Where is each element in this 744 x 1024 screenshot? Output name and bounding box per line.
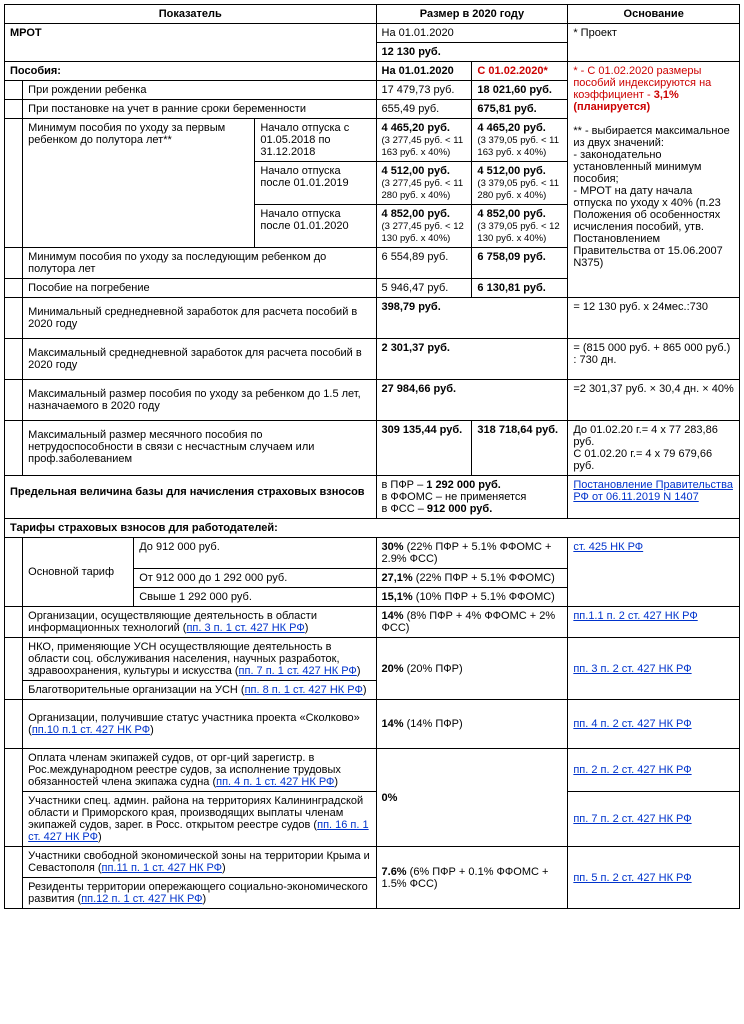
mrot-title: МРОТ <box>5 24 377 62</box>
nko-t1: НКО, применяющие УСН осуществляющие деят… <box>23 638 376 681</box>
std-r1-v: 30% (22% ПФР + 5.1% ФФОМС + 2.9% ФСС) <box>376 538 568 569</box>
sk-link: пп. 4 п. 2 ст. 427 НК РФ <box>568 700 740 749</box>
burial-t: Пособие на погребение <box>23 279 376 298</box>
minavg-b: = 12 130 руб. х 24мес.:730 <box>568 298 740 339</box>
res-t: Резиденты территории опережающего социал… <box>23 878 376 909</box>
min1b-v2: 4 512,00 руб.(3 379,05 руб. < 11 280 руб… <box>472 162 568 205</box>
it-link-a[interactable]: пп.1.1 п. 2 ст. 427 НК РФ <box>573 610 697 622</box>
header-basis: Основание <box>568 5 740 24</box>
crimea-link-a[interactable]: пп. 5 п. 2 ст. 427 НК РФ <box>573 872 691 884</box>
std-r2-p: От 912 000 до 1 292 000 руб. <box>134 569 376 588</box>
maxch-v: 27 984,66 руб. <box>376 380 568 421</box>
nko-t2: Благотворительные организации на УСН (пп… <box>23 681 376 700</box>
mrot-basis: * Проект <box>568 24 740 62</box>
nko-l2[interactable]: пп. 8 п. 1 ст. 427 НК РФ <box>245 684 363 696</box>
reg-v1: 655,49 руб. <box>376 100 472 119</box>
base-link-a[interactable]: Постановление Правительства РФ от 06.11.… <box>573 479 733 503</box>
min1-title: Минимум пособия по уходу за первым ребен… <box>23 119 255 248</box>
ship-t: Оплата членам экипажей судов, от орг-ций… <box>23 749 376 792</box>
std-t: Основной тариф <box>23 538 134 607</box>
maxavg-t: Максимальный среднедневной заработок для… <box>23 339 376 380</box>
min1b-p: Начало отпуска после 01.01.2019 <box>255 162 376 205</box>
maxavg-v: 2 301,37 руб. <box>376 339 568 380</box>
sk-inline-link[interactable]: пп.10 п.1 ст. 427 НК РФ <box>32 724 150 736</box>
pos-basis: * - С 01.02.2020 размеры пособий индекси… <box>568 62 740 298</box>
mrot-val: 12 130 руб. <box>376 43 568 62</box>
sk-t: Организации, получившие статус участника… <box>23 700 376 749</box>
burial-v1: 5 946,47 руб. <box>376 279 472 298</box>
min2-v1: 6 554,89 руб. <box>376 248 472 279</box>
crimea-inline-link[interactable]: пп.11 п. 1 ст. 427 НК РФ <box>102 862 223 874</box>
ship-link: пп. 2 п. 2 ст. 427 НК РФ <box>568 749 740 792</box>
nko-link-a[interactable]: пп. 3 п. 2 ст. 427 НК РФ <box>573 663 691 675</box>
p76-v: 7.6% (6% ПФР + 0.1% ФФОМС + 1.5% ФСС) <box>376 847 568 909</box>
base-link: Постановление Правительства РФ от 06.11.… <box>568 476 740 519</box>
maxch-b: =2 301,37 руб. × 30,4 дн. × 40% <box>568 380 740 421</box>
min1a-v2: 4 465,20 руб.(3 379,05 руб. < 11 163 руб… <box>472 119 568 162</box>
birth-t: При рождении ребенка <box>23 81 376 100</box>
min1b-v1: 4 512,00 руб.(3 277,45 руб. < 11 280 руб… <box>376 162 472 205</box>
header-indicator: Показатель <box>5 5 377 24</box>
it-link: пп.1.1 п. 2 ст. 427 НК РФ <box>568 607 740 638</box>
birth-v2: 18 021,60 руб. <box>472 81 568 100</box>
std-r3-p: Свыше 1 292 000 руб. <box>134 588 376 607</box>
it-v: 14% (8% ПФР + 4% ФФОМС + 2% ФСС) <box>376 607 568 638</box>
zero-v: 0% <box>376 749 568 847</box>
mrot-date: На 01.01.2020 <box>376 24 568 43</box>
min1c-p: Начало отпуска после 01.01.2020 <box>255 205 376 248</box>
min1a-v1: 4 465,20 руб.(3 277,45 руб. < 11 163 руб… <box>376 119 472 162</box>
sk-v: 14% (14% ПФР) <box>376 700 568 749</box>
std-link: ст. 425 НК РФ <box>568 538 740 607</box>
reg-t: При постановке на учет в ранние сроки бе… <box>23 100 376 119</box>
min2-t: Минимум пособия по уходу за последующим … <box>23 248 376 279</box>
std-r1-p: До 912 000 руб. <box>134 538 376 569</box>
kal-link: пп. 7 п. 2 ст. 427 НК РФ <box>568 792 740 847</box>
maxmon-v2: 318 718,64 руб. <box>472 421 568 476</box>
crimea-link: пп. 5 п. 2 ст. 427 НК РФ <box>568 847 740 909</box>
minavg-t: Минимальный среднедневной заработок для … <box>23 298 376 339</box>
std-r2-v: 27,1% (22% ПФР + 5.1% ФФОМС) <box>376 569 568 588</box>
maxmon-b: До 01.02.20 г.= 4 х 77 283,86 руб. С 01.… <box>568 421 740 476</box>
tar-title: Тарифы страховых взносов для работодател… <box>5 519 740 538</box>
it-t: Организации, осуществляющие деятельность… <box>23 607 376 638</box>
maxavg-b: = (815 000 руб. + 865 000 руб.) : 730 дн… <box>568 339 740 380</box>
pos-d2: С 01.02.2020* <box>472 62 568 81</box>
base-v: в ПФР – 1 292 000 руб.в ФФОМС – не приме… <box>376 476 568 519</box>
birth-v1: 17 479,73 руб. <box>376 81 472 100</box>
main-table: Показатель Размер в 2020 году Основание … <box>4 4 740 909</box>
ship-link-a[interactable]: пп. 2 п. 2 ст. 427 НК РФ <box>573 764 691 776</box>
maxch-t: Максимальный размер пособия по уходу за … <box>23 380 376 421</box>
maxmon-t: Максимальный размер месячного пособия по… <box>23 421 376 476</box>
reg-v2: 675,81 руб. <box>472 100 568 119</box>
std-r3-v: 15,1% (10% ПФР + 5.1% ФФОМС) <box>376 588 568 607</box>
kal-link-a[interactable]: пп. 7 п. 2 ст. 427 НК РФ <box>573 813 691 825</box>
min1a-p: Начало отпуска с 01.05.2018 по 31.12.201… <box>255 119 376 162</box>
pos-title: Пособия: <box>5 62 377 81</box>
kal-t: Участники спец. админ. района на террито… <box>23 792 376 847</box>
nko-l1[interactable]: пп. 7 п. 1 ст. 427 НК РФ <box>239 665 357 677</box>
crimea-t: Участники свободной экономической зоны н… <box>23 847 376 878</box>
pos-d1: На 01.01.2020 <box>376 62 472 81</box>
nko-v: 20% (20% ПФР) <box>376 638 568 700</box>
min1c-v2: 4 852,00 руб.(3 379,05 руб. < 12 130 руб… <box>472 205 568 248</box>
ship-inline-link[interactable]: пп. 4 п. 1 ст. 427 НК РФ <box>216 776 334 788</box>
header-size: Размер в 2020 году <box>376 5 568 24</box>
maxmon-v1: 309 135,44 руб. <box>376 421 472 476</box>
minavg-v: 398,79 руб. <box>376 298 568 339</box>
burial-v2: 6 130,81 руб. <box>472 279 568 298</box>
it-inline-link[interactable]: пп. 3 п. 1 ст. 427 НК РФ <box>186 622 304 634</box>
min2-v2: 6 758,09 руб. <box>472 248 568 279</box>
min1c-v1: 4 852,00 руб.(3 277,45 руб. < 12 130 руб… <box>376 205 472 248</box>
std-link-a[interactable]: ст. 425 НК РФ <box>573 541 643 553</box>
nko-link: пп. 3 п. 2 ст. 427 НК РФ <box>568 638 740 700</box>
res-inline-link[interactable]: пп.12 п. 1 ст. 427 НК РФ <box>81 893 202 905</box>
sk-link-a[interactable]: пп. 4 п. 2 ст. 427 НК РФ <box>573 718 691 730</box>
base-t: Предельная величина базы для начисления … <box>5 476 377 519</box>
